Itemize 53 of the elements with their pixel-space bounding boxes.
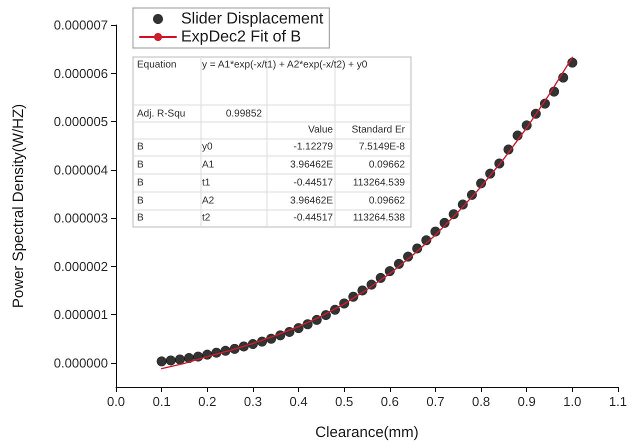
y-tick-label: 0.000007 [54, 18, 108, 32]
annotation: t2 [202, 212, 211, 224]
annotation: -1.12279 [294, 142, 334, 152]
y-axis-title: Power Spectral Density(W/HZ) [10, 104, 27, 308]
annotation: -0.44517 [294, 178, 334, 188]
annotation: y0 [202, 142, 213, 152]
annotation: Value [308, 124, 334, 136]
legend-label: Slider Displacement [181, 10, 324, 28]
annotation: A2 [202, 196, 215, 206]
x-tick-label: 1.1 [608, 394, 628, 409]
y-tick-label: 0.000000 [54, 355, 108, 370]
point [166, 355, 176, 366]
legend-label: ExpDec2 Fit of B [181, 28, 302, 46]
annotation: y = A1*exp(-x/t1) + A2*exp(-x/t2) + y0 [202, 60, 368, 70]
x-tick-label: 0.4 [289, 394, 308, 409]
annotation: 0.99852 [226, 108, 262, 120]
x-tick-label: 0.6 [380, 394, 399, 409]
y-tick-label: 0.000005 [54, 114, 108, 130]
point [156, 356, 167, 366]
y-tick-label: 0.000002 [54, 258, 108, 274]
x-tick-label: 0.2 [198, 394, 216, 409]
annotation: B [137, 142, 144, 152]
y-tick-label: 0.000003 [54, 210, 108, 226]
annotation: B [137, 160, 144, 170]
annotation: A1 [202, 160, 215, 170]
y-tick-label: 0.000006 [54, 66, 108, 81]
annotation: 3.96462E [290, 160, 334, 170]
annotation: B [137, 196, 144, 206]
annotation: 0.09662 [368, 160, 406, 170]
annotation: 113264.538 [352, 212, 406, 224]
x-tick-label: 0.1 [152, 394, 171, 409]
annotation: t1 [202, 178, 211, 188]
y-tick-label: 0.000001 [54, 307, 108, 322]
x-tick-label: 0.7 [426, 394, 444, 409]
x-tick-label: 0.3 [244, 394, 262, 409]
x-tick-label: 0.8 [472, 394, 490, 409]
x-axis-title: Clearance(mm) [315, 424, 419, 441]
point [174, 354, 185, 364]
annotation: 0.09662 [368, 196, 406, 206]
x-tick-label: 0.5 [335, 394, 354, 409]
annotation: B [137, 212, 144, 224]
annotation: -0.44517 [294, 212, 334, 224]
annotation: Equation [137, 60, 176, 70]
annotation: B [137, 178, 144, 188]
annotation: 3.96462E [290, 196, 334, 206]
x-tick-label: 0.0 [106, 394, 126, 409]
x-tick-label: 1.0 [563, 394, 582, 409]
x-tick-label: 0.9 [518, 394, 536, 409]
annotation: 7.5149E-8 [358, 142, 406, 152]
annotation: Adj. R-Squ [137, 108, 186, 120]
annotation: Standard Er [352, 124, 406, 136]
annotation: 113264.539 [352, 178, 406, 188]
y-tick-label: 0.000004 [54, 162, 108, 178]
